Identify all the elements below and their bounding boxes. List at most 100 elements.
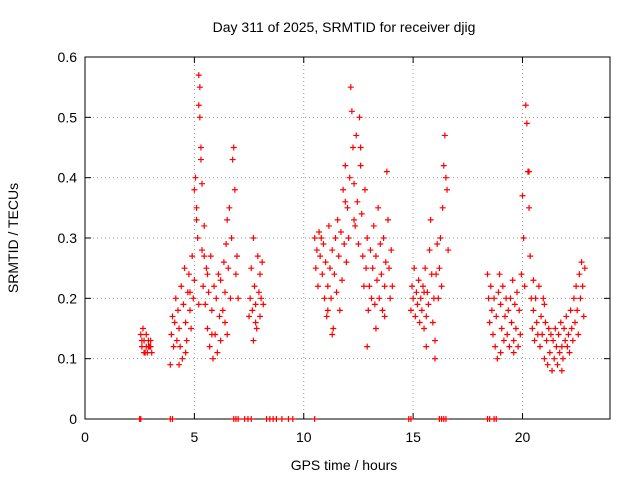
- data-point: [232, 271, 239, 278]
- data-point: [168, 331, 175, 338]
- data-point: [214, 349, 221, 356]
- data-point: [517, 331, 524, 338]
- data-point: [174, 307, 181, 314]
- data-point: [341, 241, 348, 248]
- data-point: [248, 416, 255, 422]
- data-point: [505, 307, 512, 314]
- data-point: [213, 295, 220, 302]
- data-point: [181, 265, 188, 272]
- data-point: [520, 235, 527, 241]
- data-point: [558, 367, 565, 374]
- data-point: [366, 283, 373, 290]
- data-point: [138, 337, 145, 344]
- data-point: [222, 319, 228, 326]
- y-tick-label: 0.4: [58, 170, 78, 186]
- data-point: [211, 283, 218, 290]
- data-point: [381, 283, 388, 290]
- data-point: [519, 192, 526, 199]
- data-point: [370, 222, 377, 229]
- data-point: [344, 204, 351, 211]
- data-point: [493, 313, 500, 320]
- data-point: [569, 337, 576, 344]
- data-point: [230, 144, 237, 151]
- data-point: [182, 319, 189, 326]
- data-point: [562, 337, 569, 344]
- axis-ticks: 0 0.1 0.2 0.3 0.4 0.5 0.6 0 5 10 15 20: [58, 49, 610, 445]
- data-point: [511, 301, 518, 308]
- y-tick-label: 0: [69, 411, 77, 427]
- data-point: [190, 295, 197, 302]
- data-point: [555, 331, 562, 338]
- data-point: [333, 289, 340, 296]
- data-point: [484, 271, 491, 278]
- data-point: [193, 204, 200, 211]
- data-point: [499, 283, 506, 290]
- data-point: [387, 295, 394, 302]
- data-point: [196, 114, 203, 121]
- data-point: [356, 114, 363, 121]
- data-point: [506, 343, 513, 350]
- data-point: [500, 337, 507, 344]
- data-point: [504, 331, 511, 338]
- data-point: [516, 307, 523, 314]
- data-point: [526, 168, 533, 175]
- data-point: [537, 343, 543, 350]
- data-point: [329, 247, 336, 254]
- data-point: [253, 325, 260, 332]
- data-point: [427, 216, 434, 223]
- data-point: [259, 259, 266, 266]
- data-point: [205, 289, 212, 296]
- x-tick-label: 15: [405, 429, 421, 445]
- data-point: [197, 156, 204, 163]
- data-point: [249, 307, 256, 314]
- data-point: [183, 337, 190, 344]
- data-point: [379, 307, 386, 314]
- data-point: [311, 235, 318, 241]
- data-point: [498, 325, 505, 332]
- data-point: [318, 235, 325, 241]
- data-point: [435, 295, 442, 302]
- data-point: [432, 355, 438, 362]
- data-point: [533, 319, 540, 326]
- data-point: [369, 265, 376, 272]
- data-point: [324, 283, 331, 290]
- data-point: [258, 295, 265, 302]
- data-point: [437, 235, 444, 241]
- data-point: [557, 319, 564, 326]
- data-point: [348, 108, 355, 115]
- data-point: [368, 295, 375, 302]
- data-point: [496, 271, 503, 278]
- data-point: [363, 265, 370, 272]
- data-point: [226, 204, 233, 211]
- y-tick-label: 0.2: [58, 290, 78, 306]
- data-point: [337, 228, 344, 235]
- data-point: [250, 235, 257, 241]
- x-tick-label: 0: [81, 429, 89, 445]
- data-point: [215, 271, 222, 278]
- data-point: [217, 277, 224, 284]
- data-point: [322, 259, 329, 266]
- data-point: [145, 343, 152, 350]
- data-point: [251, 283, 258, 290]
- data-point: [224, 331, 231, 338]
- data-point: [357, 162, 364, 169]
- data-point: [201, 253, 208, 260]
- data-point: [332, 235, 339, 241]
- data-point: [434, 241, 441, 248]
- x-tick-label: 10: [296, 429, 312, 445]
- data-point: [206, 343, 213, 350]
- data-point: [209, 355, 216, 362]
- data-point: [195, 72, 202, 79]
- data-point: [347, 84, 354, 91]
- data-point: [575, 331, 582, 338]
- data-point: [365, 307, 372, 314]
- data-point: [204, 325, 211, 332]
- data-point: [248, 265, 255, 272]
- data-point: [412, 313, 419, 320]
- data-point: [421, 289, 428, 296]
- data-point: [225, 265, 232, 272]
- data-point: [375, 204, 382, 211]
- data-point: [354, 198, 361, 205]
- data-point: [439, 204, 446, 211]
- data-point: [581, 265, 588, 272]
